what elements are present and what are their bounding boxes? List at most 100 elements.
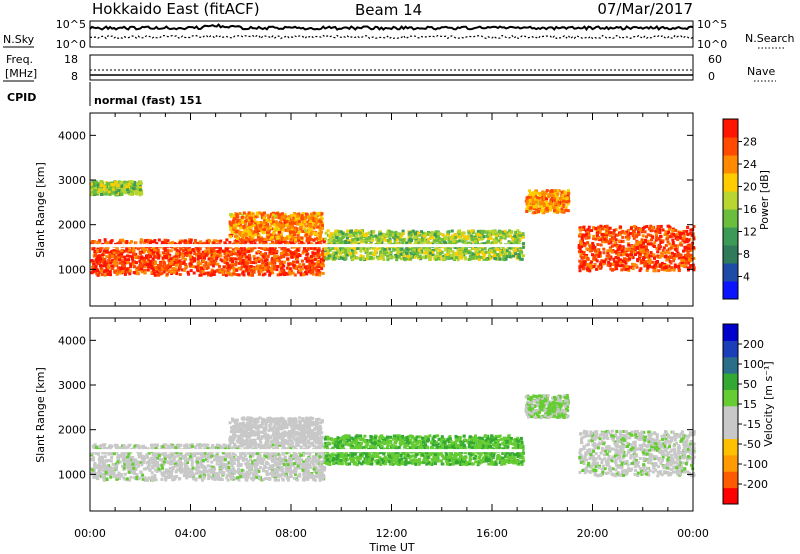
power-cell	[149, 251, 153, 255]
power-cell	[622, 257, 626, 261]
power-cell	[555, 210, 559, 214]
power-cell	[417, 246, 421, 250]
power-cell	[531, 198, 534, 202]
power-cell	[427, 246, 431, 250]
power-cell	[581, 239, 584, 243]
power-cell	[266, 213, 270, 217]
power-cell	[657, 247, 661, 251]
power-cell	[216, 255, 220, 259]
power-cell	[92, 184, 96, 188]
power-cell	[358, 229, 362, 233]
power-cell	[548, 193, 552, 196]
power-cell	[313, 258, 317, 261]
power-cell	[600, 233, 604, 236]
power-cell	[613, 241, 617, 245]
power-cell	[135, 261, 138, 265]
power-cell	[101, 253, 105, 257]
power-cell	[107, 190, 111, 194]
power-cell	[399, 257, 403, 261]
power-cell	[212, 255, 216, 259]
power-cell	[646, 266, 650, 270]
power-cell	[608, 233, 612, 237]
power-cell	[105, 270, 109, 274]
power-cell	[328, 248, 332, 252]
power-cell	[141, 247, 145, 251]
power-cell	[307, 246, 311, 250]
power-cell	[110, 250, 113, 254]
power-cell	[335, 253, 339, 257]
freq-tick-top: 18	[64, 53, 78, 66]
power-cell	[339, 238, 343, 241]
power-cell	[210, 261, 214, 265]
power-cell	[276, 242, 280, 245]
power-cell	[317, 219, 321, 223]
power-cell	[172, 258, 176, 261]
power-cell	[103, 260, 107, 264]
power-cell	[140, 267, 144, 271]
power-cell	[241, 231, 245, 235]
power-cell	[304, 224, 308, 228]
power-cell	[632, 263, 636, 267]
power-cell	[633, 231, 637, 235]
power-cell	[226, 245, 230, 249]
power-cell	[620, 268, 624, 272]
power-cell	[679, 253, 683, 257]
power-cell	[114, 255, 118, 259]
power-cell	[521, 232, 525, 236]
power-cell	[285, 220, 289, 223]
power-cell	[445, 237, 449, 241]
power-cell	[336, 249, 340, 253]
power-cell	[677, 264, 681, 268]
power-cell	[641, 250, 645, 254]
power-cell	[502, 235, 506, 239]
power-cell	[492, 253, 496, 257]
power-cell	[296, 214, 300, 218]
power-cell	[287, 217, 291, 221]
power-cell	[105, 241, 109, 245]
power-cell	[478, 250, 482, 254]
power-cell	[626, 237, 630, 241]
power-cell	[582, 250, 586, 254]
power-cell	[344, 247, 347, 251]
power-cell	[179, 247, 183, 251]
power-cell	[108, 270, 112, 274]
power-cell	[318, 271, 322, 275]
power-cell	[674, 265, 677, 269]
power-cell	[278, 223, 281, 227]
nave-label: Nave	[747, 65, 775, 78]
power-cell	[407, 236, 411, 240]
power-cell	[114, 190, 118, 194]
power-cell	[227, 253, 230, 257]
power-cell	[393, 231, 397, 235]
power-cell	[188, 240, 192, 244]
power-cell	[107, 251, 111, 255]
power-cell	[509, 231, 513, 235]
power-cell	[527, 209, 531, 213]
power-cell	[532, 207, 536, 211]
power-cell	[279, 241, 283, 245]
power-cell	[663, 264, 666, 268]
power-cell	[92, 191, 96, 195]
power-cell	[133, 180, 137, 184]
power-cell	[139, 186, 143, 190]
power-cell	[689, 258, 693, 262]
power-cell	[503, 229, 507, 233]
power-cell	[256, 236, 260, 239]
power-cell	[242, 252, 246, 256]
power-cell	[194, 265, 198, 269]
power-cell	[341, 255, 345, 259]
power-cell	[115, 272, 119, 276]
power-cell	[227, 271, 231, 275]
power-cell	[597, 254, 601, 258]
power-cell	[300, 240, 303, 244]
power-cell	[542, 197, 546, 200]
power-cell	[525, 196, 529, 200]
beam-label: Beam 14	[355, 1, 422, 19]
power-cell	[232, 242, 236, 246]
power-cell	[449, 253, 453, 257]
power-cell	[178, 262, 182, 266]
power-cell	[100, 273, 104, 277]
power-cell	[94, 181, 98, 185]
power-cell	[424, 232, 428, 236]
power-cell	[134, 255, 138, 259]
